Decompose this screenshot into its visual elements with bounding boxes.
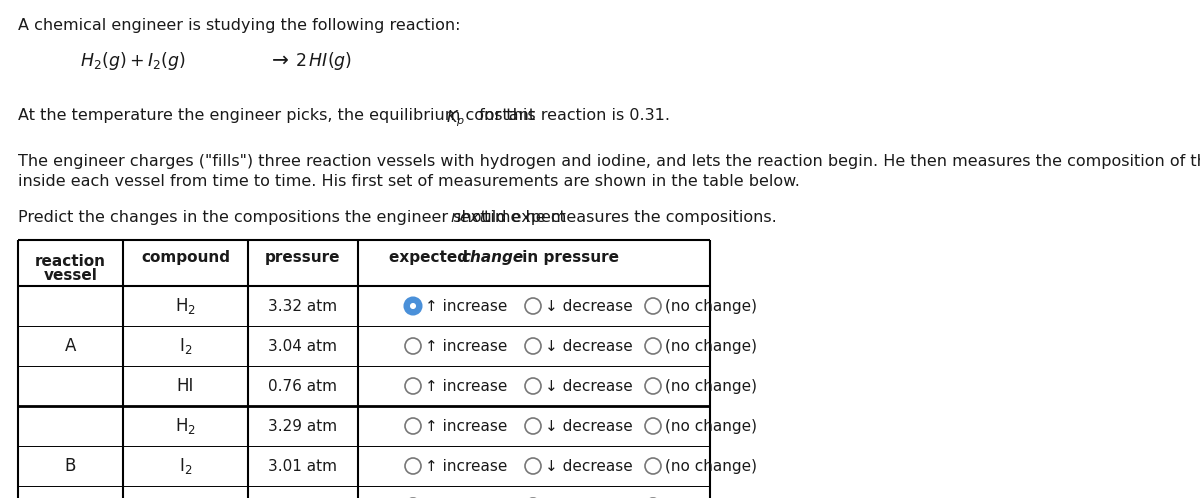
Text: expected: expected <box>389 249 473 264</box>
Text: H$_2$: H$_2$ <box>175 416 196 436</box>
Text: HI: HI <box>176 497 194 498</box>
Text: ↓ decrease: ↓ decrease <box>545 418 632 433</box>
Text: At the temperature the engineer picks, the equilibrium constant: At the temperature the engineer picks, t… <box>18 108 540 123</box>
Text: 3.04 atm: 3.04 atm <box>269 339 337 354</box>
Circle shape <box>406 298 421 314</box>
Text: I$_2$: I$_2$ <box>179 456 192 476</box>
Text: ↑ increase: ↑ increase <box>425 298 508 314</box>
Text: ↓ decrease: ↓ decrease <box>545 378 632 393</box>
Text: time he measures the compositions.: time he measures the compositions. <box>479 210 776 225</box>
Text: (no change): (no change) <box>665 339 757 354</box>
Text: change: change <box>461 249 523 264</box>
Text: pressure: pressure <box>265 249 341 264</box>
Text: vessel: vessel <box>43 268 97 283</box>
Text: reaction: reaction <box>35 254 106 269</box>
Text: ↑ increase: ↑ increase <box>425 378 508 393</box>
Text: ↓ decrease: ↓ decrease <box>545 339 632 354</box>
Text: B: B <box>65 457 76 475</box>
Text: $K_p$: $K_p$ <box>445 108 464 128</box>
Text: I$_2$: I$_2$ <box>179 336 192 356</box>
Text: in pressure: in pressure <box>517 249 619 264</box>
Text: compound: compound <box>142 249 230 264</box>
Text: 0.76 atm: 0.76 atm <box>269 378 337 393</box>
Text: H$_2$: H$_2$ <box>175 296 196 316</box>
Text: $\mathit{H_2(g)+I_2(g)}$: $\mathit{H_2(g)+I_2(g)}$ <box>80 50 186 72</box>
Text: The engineer charges ("fills") three reaction vessels with hydrogen and iodine, : The engineer charges ("fills") three rea… <box>18 154 1200 169</box>
Circle shape <box>410 303 416 309</box>
Text: 3.29 atm: 3.29 atm <box>269 418 337 433</box>
Text: $\mathit{\rightarrow}$: $\mathit{\rightarrow}$ <box>268 50 289 69</box>
Text: ↑ increase: ↑ increase <box>425 418 508 433</box>
Text: for this reaction is 0.31.: for this reaction is 0.31. <box>474 108 670 123</box>
Text: (no change): (no change) <box>665 378 757 393</box>
Text: (no change): (no change) <box>665 459 757 474</box>
Text: next: next <box>450 210 486 225</box>
Text: A chemical engineer is studying the following reaction:: A chemical engineer is studying the foll… <box>18 18 461 33</box>
Text: 3.32 atm: 3.32 atm <box>269 298 337 314</box>
Text: A: A <box>65 337 76 355</box>
Text: $\mathit{2\,HI(g)}$: $\mathit{2\,HI(g)}$ <box>295 50 352 72</box>
Text: (no change): (no change) <box>665 298 757 314</box>
Text: HI: HI <box>176 377 194 395</box>
Text: (no change): (no change) <box>665 418 757 433</box>
Text: ↑ increase: ↑ increase <box>425 459 508 474</box>
Text: ↓ decrease: ↓ decrease <box>545 298 632 314</box>
Text: 3.01 atm: 3.01 atm <box>269 459 337 474</box>
Text: inside each vessel from time to time. His first set of measurements are shown in: inside each vessel from time to time. Hi… <box>18 174 800 189</box>
Text: Predict the changes in the compositions the engineer should expect: Predict the changes in the compositions … <box>18 210 571 225</box>
Text: ↑ increase: ↑ increase <box>425 339 508 354</box>
Text: ↓ decrease: ↓ decrease <box>545 459 632 474</box>
